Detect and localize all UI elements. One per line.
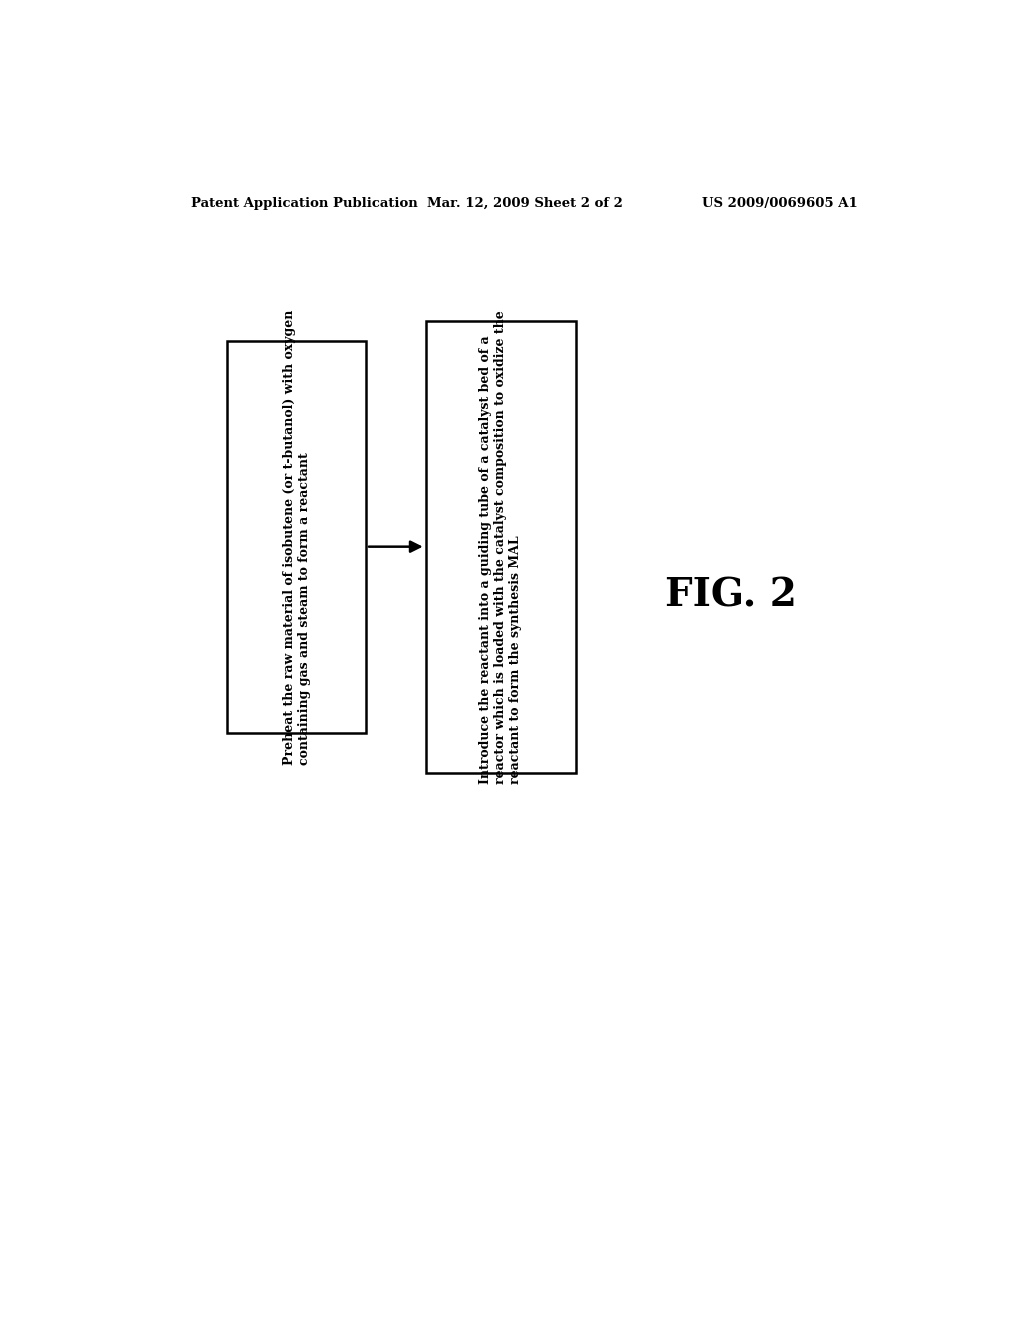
Text: Patent Application Publication: Patent Application Publication xyxy=(191,197,418,210)
Text: Mar. 12, 2009 Sheet 2 of 2: Mar. 12, 2009 Sheet 2 of 2 xyxy=(427,197,623,210)
Text: Preheat the raw material of isobutene (or t-butanol) with oxygen
containing gas : Preheat the raw material of isobutene (o… xyxy=(283,309,310,764)
Text: Introduce the reactant into a guiding tube of a catalyst bed of a
reactor which : Introduce the reactant into a guiding tu… xyxy=(479,310,522,784)
Text: US 2009/0069605 A1: US 2009/0069605 A1 xyxy=(702,197,858,210)
Bar xyxy=(426,321,577,774)
Text: FIG. 2: FIG. 2 xyxy=(666,577,797,614)
Bar xyxy=(227,342,367,733)
